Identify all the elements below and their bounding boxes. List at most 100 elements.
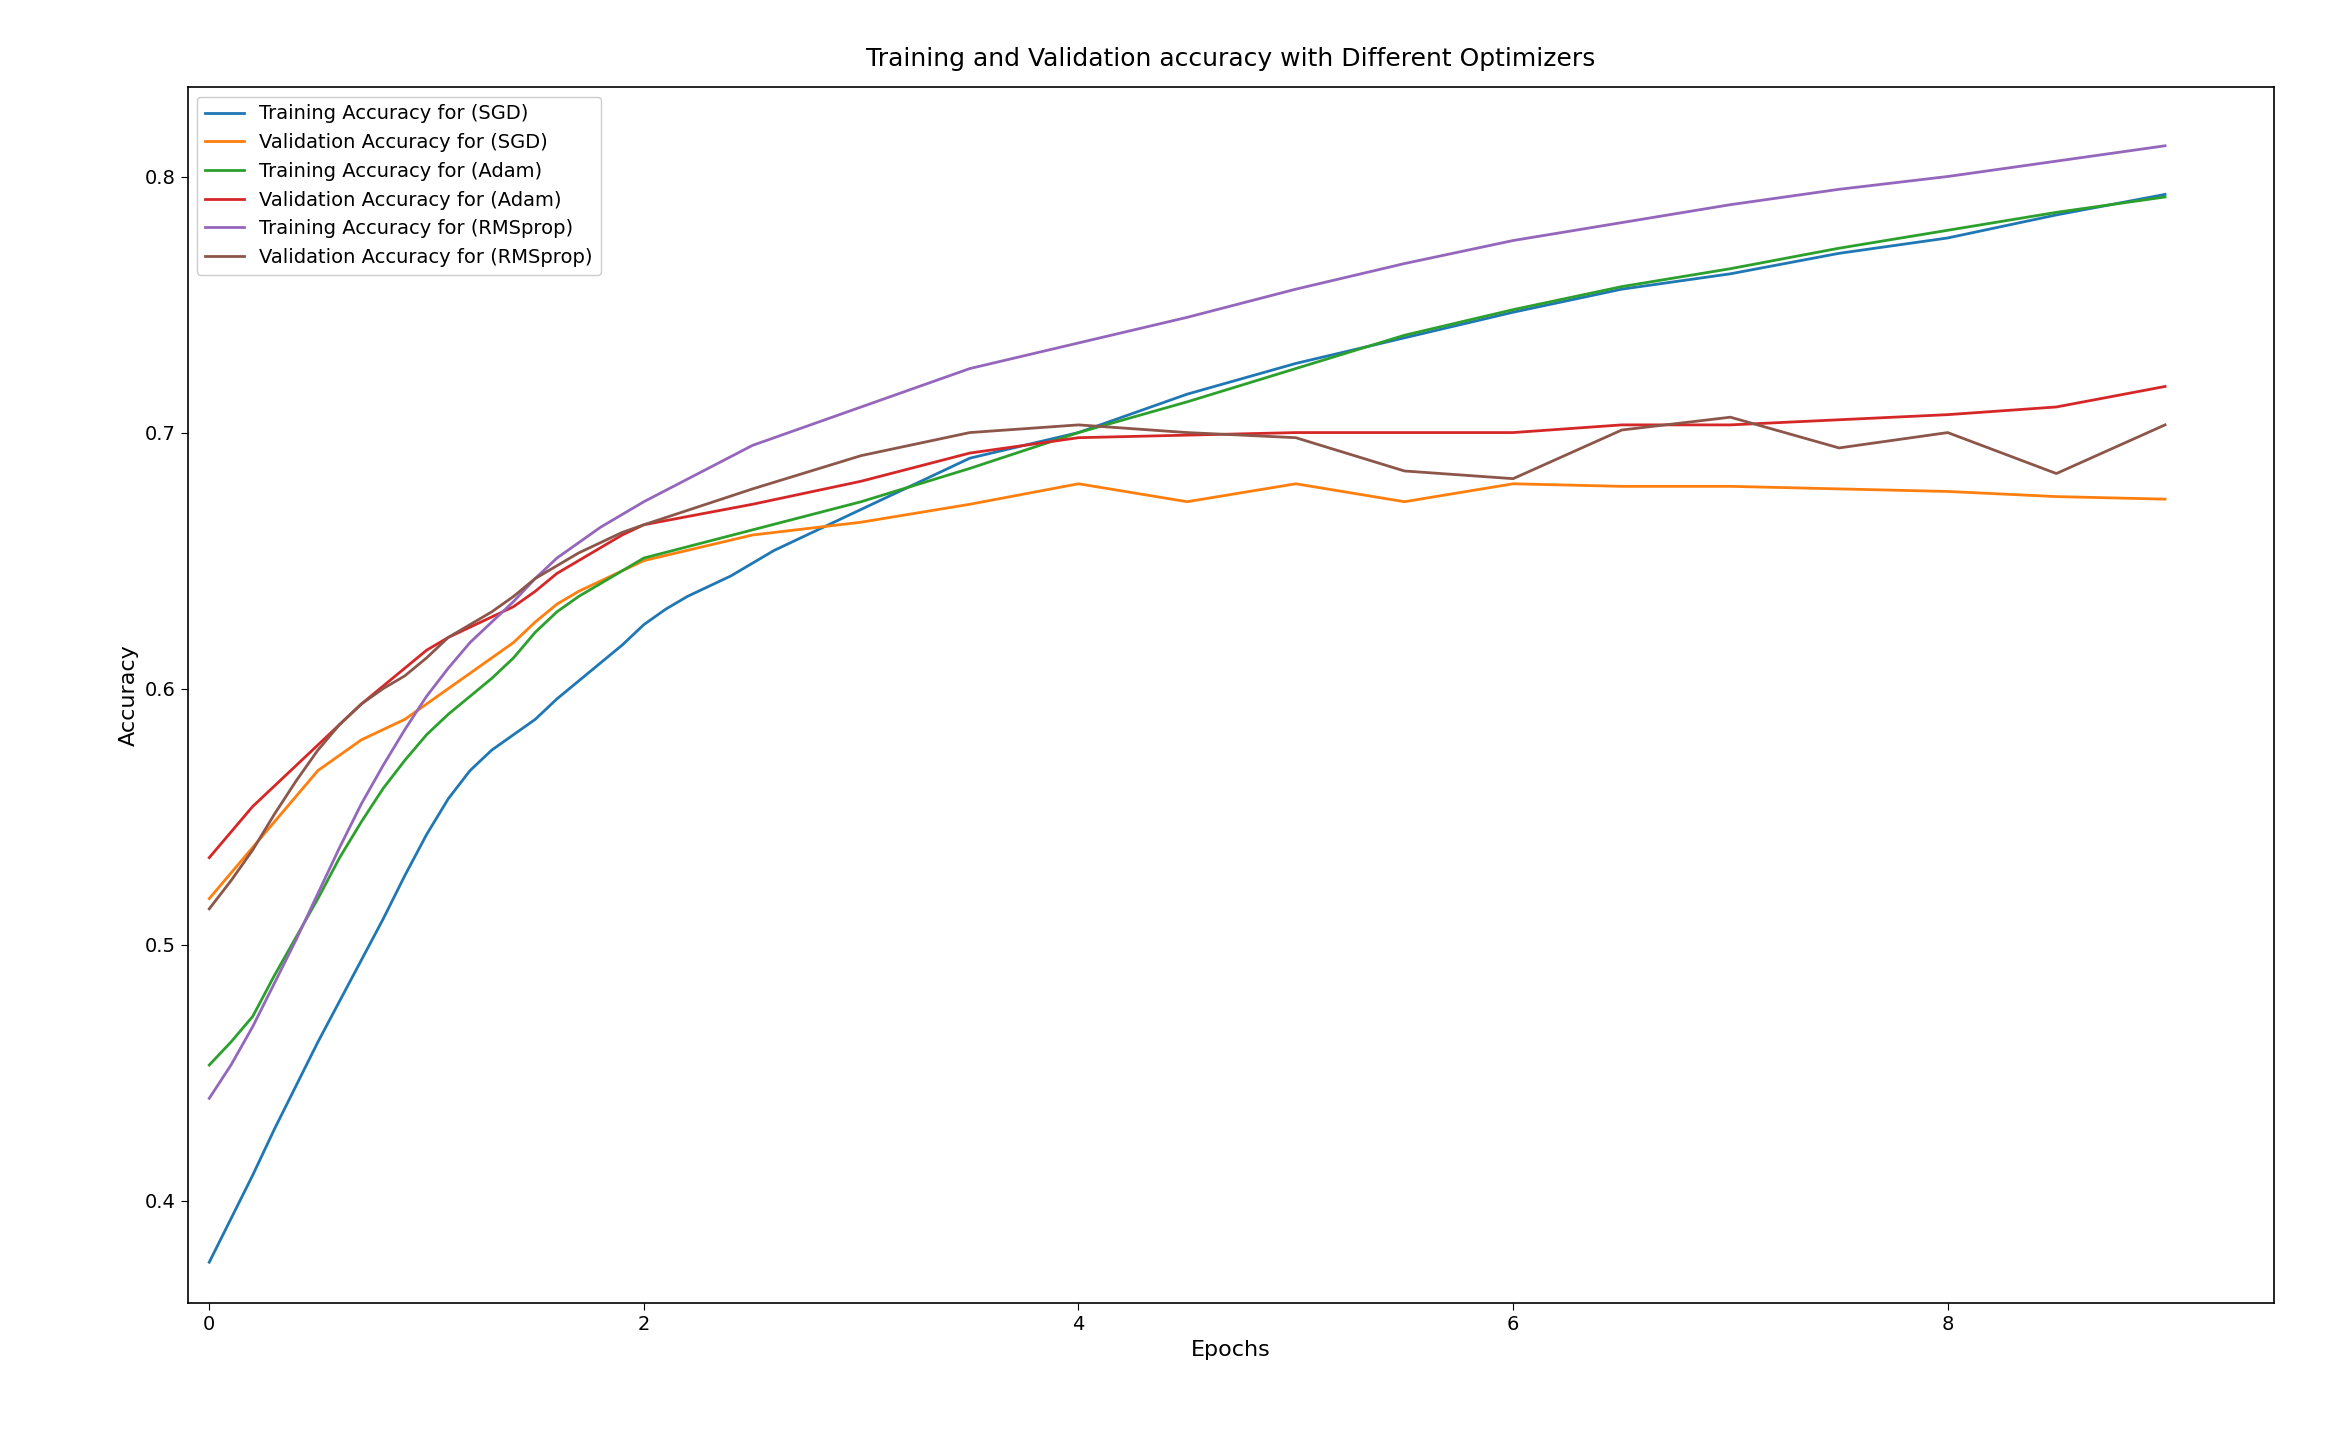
Validation Accuracy for (SGD)	[368, 721, 396, 738]
Training Accuracy for (Adam)	[434, 705, 462, 723]
Validation Accuracy for (SGD)	[478, 649, 506, 666]
Training Accuracy for (SGD)	[368, 911, 396, 928]
Training Accuracy for (Adam)	[1390, 327, 1418, 345]
Training Accuracy for (RMSprop)	[520, 571, 548, 588]
Training Accuracy for (RMSprop)	[347, 795, 375, 812]
Validation Accuracy for (Adam)	[1390, 424, 1418, 442]
Validation Accuracy for (Adam)	[565, 552, 593, 569]
Training Accuracy for (Adam)	[478, 670, 506, 688]
Validation Accuracy for (Adam)	[413, 641, 441, 659]
Training Accuracy for (Adam)	[347, 814, 375, 831]
Validation Accuracy for (Adam)	[391, 659, 420, 676]
Validation Accuracy for (RMSprop)	[478, 604, 506, 621]
Validation Accuracy for (SGD)	[1172, 492, 1200, 510]
Training Accuracy for (SGD)	[457, 762, 485, 779]
Validation Accuracy for (Adam)	[1064, 429, 1092, 446]
Validation Accuracy for (SGD)	[631, 552, 659, 569]
Training Accuracy for (SGD)	[673, 588, 701, 605]
Validation Accuracy for (SGD)	[1064, 475, 1092, 492]
Training Accuracy for (SGD)	[326, 992, 354, 1009]
Training Accuracy for (Adam)	[1064, 424, 1092, 442]
Training Accuracy for (Adam)	[544, 604, 572, 621]
Training Accuracy for (Adam)	[260, 967, 288, 985]
Training Accuracy for (RMSprop)	[457, 634, 485, 652]
Training Accuracy for (RMSprop)	[1172, 308, 1200, 326]
Training Accuracy for (Adam)	[1716, 261, 1744, 278]
Training Accuracy for (SGD)	[738, 555, 766, 572]
Validation Accuracy for (SGD)	[499, 634, 527, 652]
Training Accuracy for (RMSprop)	[478, 614, 506, 631]
Training Accuracy for (Adam)	[738, 521, 766, 539]
Training Accuracy for (SGD)	[717, 568, 745, 585]
Validation Accuracy for (Adam)	[457, 618, 485, 636]
Validation Accuracy for (RMSprop)	[2152, 416, 2180, 433]
Validation Accuracy for (SGD)	[565, 582, 593, 599]
Validation Accuracy for (SGD)	[1608, 478, 1636, 495]
Training Accuracy for (RMSprop)	[218, 1057, 246, 1074]
Training Accuracy for (Adam)	[1282, 361, 1310, 378]
Training Accuracy for (RMSprop)	[413, 688, 441, 705]
Training Accuracy for (Adam)	[2152, 188, 2180, 206]
Validation Accuracy for (SGD)	[1934, 482, 1962, 500]
Validation Accuracy for (Adam)	[305, 736, 333, 753]
Validation Accuracy for (RMSprop)	[1608, 421, 1636, 439]
Training Accuracy for (Adam)	[520, 624, 548, 641]
Training Accuracy for (RMSprop)	[1390, 255, 1418, 272]
Training Accuracy for (Adam)	[1934, 222, 1962, 239]
Training Accuracy for (RMSprop)	[1716, 195, 1744, 213]
Validation Accuracy for (SGD)	[1282, 475, 1310, 492]
Training Accuracy for (SGD)	[1172, 385, 1200, 403]
Line: Training Accuracy for (SGD): Training Accuracy for (SGD)	[209, 194, 2166, 1263]
Line: Validation Accuracy for (Adam): Validation Accuracy for (Adam)	[209, 387, 2166, 857]
Training Accuracy for (RMSprop)	[631, 492, 659, 510]
Validation Accuracy for (Adam)	[260, 778, 288, 795]
Training Accuracy for (SGD)	[652, 601, 680, 618]
Training Accuracy for (RMSprop)	[2152, 138, 2180, 155]
Validation Accuracy for (RMSprop)	[1064, 416, 1092, 433]
Validation Accuracy for (SGD)	[413, 695, 441, 712]
Validation Accuracy for (RMSprop)	[1282, 429, 1310, 446]
Validation Accuracy for (Adam)	[2042, 398, 2070, 416]
Validation Accuracy for (RMSprop)	[305, 741, 333, 759]
Training Accuracy for (Adam)	[565, 588, 593, 605]
Validation Accuracy for (SGD)	[239, 838, 267, 856]
Training Accuracy for (RMSprop)	[607, 505, 635, 523]
Validation Accuracy for (SGD)	[846, 514, 874, 531]
Validation Accuracy for (SGD)	[544, 595, 572, 613]
Validation Accuracy for (RMSprop)	[347, 695, 375, 712]
Validation Accuracy for (SGD)	[586, 572, 614, 589]
Training Accuracy for (Adam)	[305, 891, 333, 908]
Validation Accuracy for (SGD)	[260, 814, 288, 831]
Validation Accuracy for (Adam)	[631, 515, 659, 533]
Training Accuracy for (SGD)	[607, 637, 635, 654]
Training Accuracy for (RMSprop)	[738, 437, 766, 455]
Validation Accuracy for (RMSprop)	[607, 524, 635, 542]
Training Accuracy for (Adam)	[239, 1008, 267, 1025]
Validation Accuracy for (SGD)	[1826, 481, 1854, 498]
Training Accuracy for (SGD)	[305, 1034, 333, 1051]
Training Accuracy for (SGD)	[825, 511, 853, 529]
Validation Accuracy for (RMSprop)	[260, 805, 288, 822]
Validation Accuracy for (SGD)	[956, 495, 984, 513]
Validation Accuracy for (RMSprop)	[1934, 424, 1962, 442]
Validation Accuracy for (SGD)	[434, 681, 462, 698]
Validation Accuracy for (Adam)	[544, 565, 572, 582]
Training Accuracy for (Adam)	[391, 752, 420, 769]
Training Accuracy for (SGD)	[846, 501, 874, 518]
Validation Accuracy for (SGD)	[738, 526, 766, 543]
Training Accuracy for (SGD)	[520, 711, 548, 728]
Training Accuracy for (SGD)	[586, 654, 614, 672]
Training Accuracy for (SGD)	[347, 951, 375, 969]
Training Accuracy for (SGD)	[478, 741, 506, 759]
Validation Accuracy for (RMSprop)	[1716, 408, 1744, 426]
Training Accuracy for (SGD)	[413, 825, 441, 843]
Validation Accuracy for (Adam)	[499, 598, 527, 615]
Training Accuracy for (SGD)	[1716, 265, 1744, 282]
Training Accuracy for (Adam)	[499, 649, 527, 666]
Training Accuracy for (Adam)	[1500, 301, 1528, 319]
Training Accuracy for (Adam)	[846, 492, 874, 510]
Validation Accuracy for (Adam)	[956, 445, 984, 462]
Training Accuracy for (RMSprop)	[846, 398, 874, 416]
Training Accuracy for (Adam)	[2042, 204, 2070, 222]
Training Accuracy for (RMSprop)	[544, 549, 572, 566]
